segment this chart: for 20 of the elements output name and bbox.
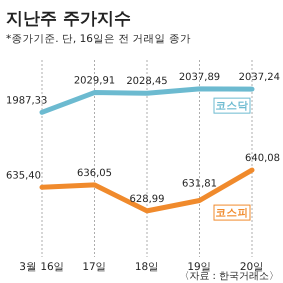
data-label: 2028,45 <box>126 76 168 88</box>
data-label: 640,08 <box>245 153 280 164</box>
data-label: 2037,24 <box>238 72 280 84</box>
data-label: 2029,91 <box>74 76 116 87</box>
x-tick-label: 20일 <box>240 261 264 273</box>
data-label: 2037,89 <box>178 72 220 83</box>
data-label: 636,05 <box>77 168 112 179</box>
text: 〈자료 : 한국거래소〉 <box>179 271 279 282</box>
data-label: 635,40 <box>6 170 41 182</box>
chart-subtitle: *종가기준. 단, 16일은 전 거래일 종가 <box>6 33 191 45</box>
x-tick-label: 18일 <box>134 261 160 273</box>
data-label: 628,99 <box>130 194 164 205</box>
series-label: 코스피 <box>216 207 248 220</box>
chart-title: 지난주 주가지수 <box>6 9 131 29</box>
data-label: 1987,33 <box>6 95 48 106</box>
x-tick-label: 17일 <box>82 261 107 273</box>
data-label: 631,81 <box>182 178 217 190</box>
x-tick-label: 19일 <box>187 261 212 273</box>
x-tick-label: 3월 16일 <box>19 261 65 273</box>
series-label: 코스닥 <box>216 100 248 112</box>
